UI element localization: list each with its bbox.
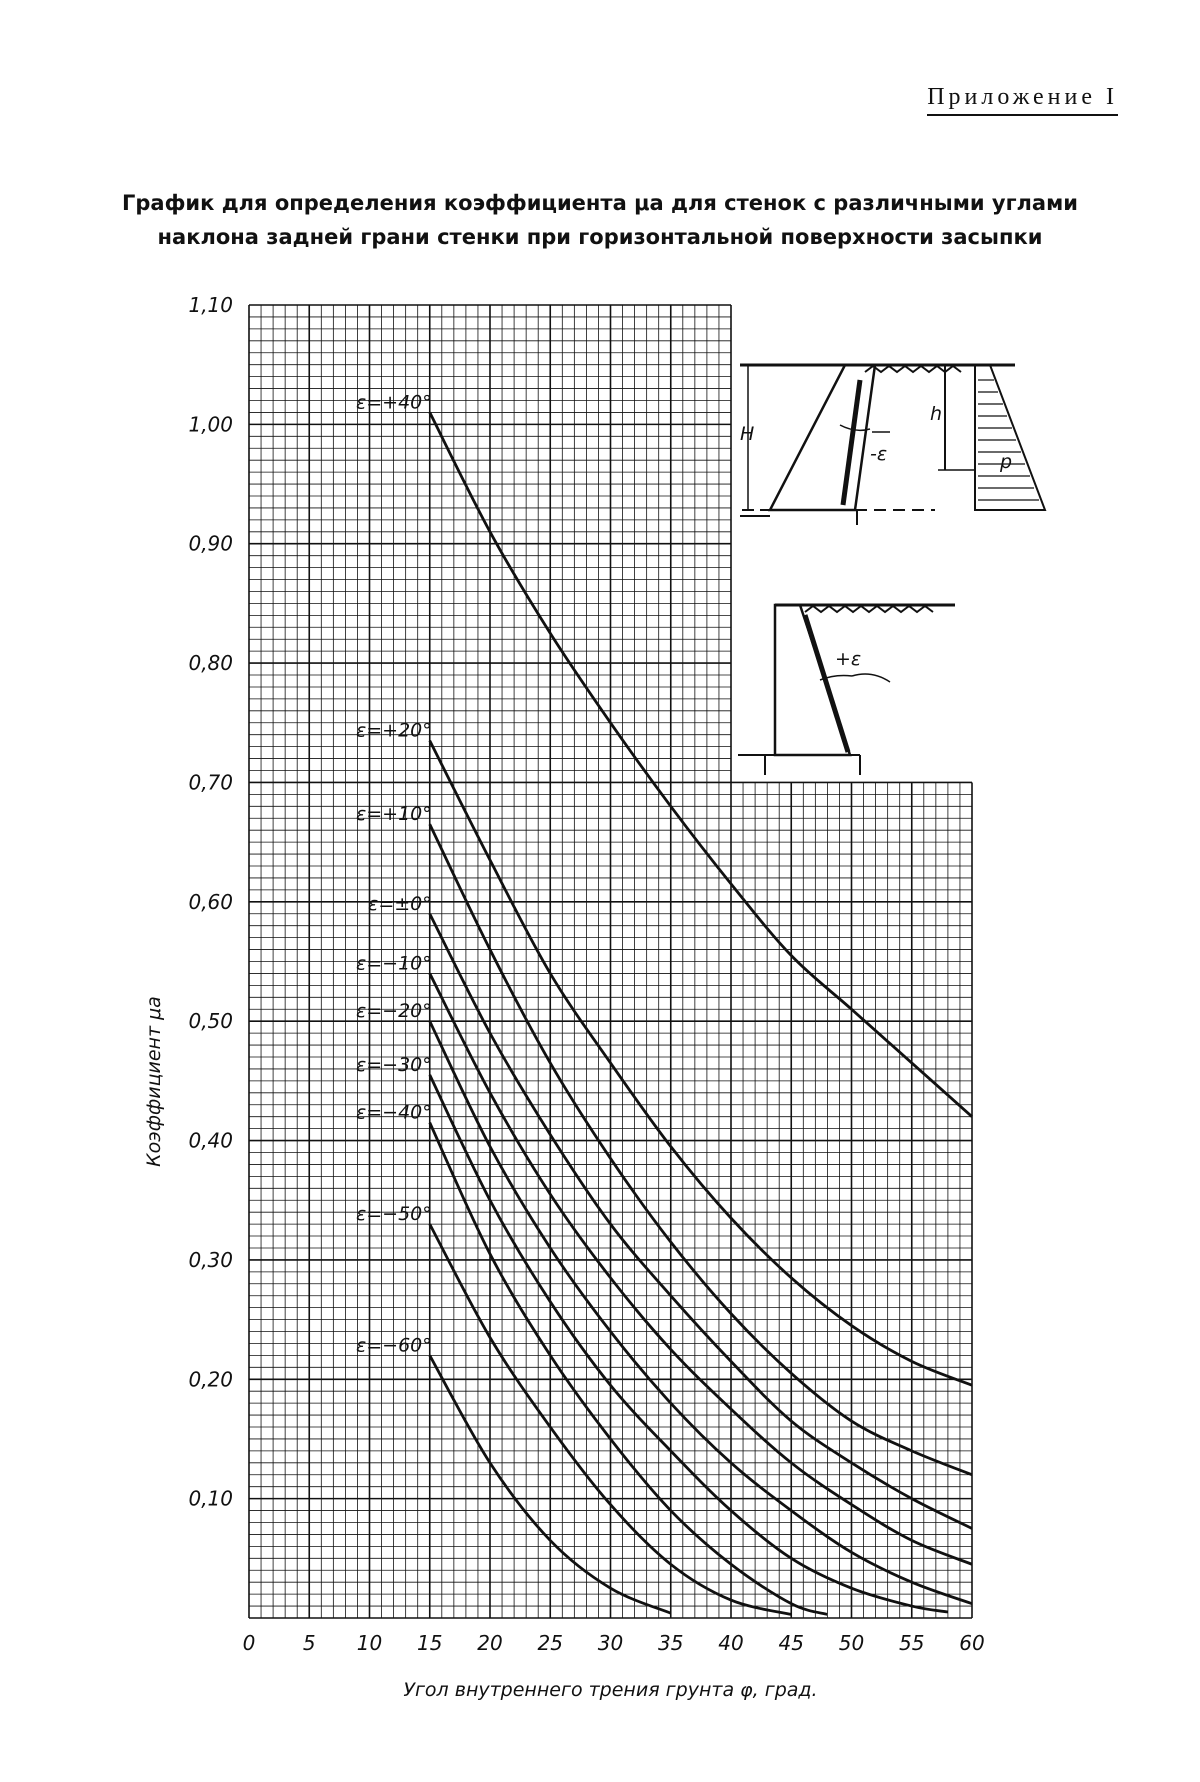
inset-wall-positive-eps [738, 605, 955, 775]
inset-label-h: h [930, 403, 942, 425]
series-label: ε=±0° [368, 893, 432, 915]
series-label: ε=−50° [356, 1203, 432, 1225]
series-label: ε=−20° [356, 1000, 432, 1022]
x-tick-labels: 0 5 10 15 20 25 30 35 40 45 50 55 60 [243, 1631, 985, 1655]
y-axis-title: Коэффициент μa [143, 996, 165, 1167]
x-tick-label: 10 [357, 1631, 382, 1655]
series-line [430, 412, 972, 1116]
inset-label-minus-eps: -ε [870, 443, 887, 465]
y-tick-labels: 0,10 0,20 0,30 0,40 0,50 0,60 0,70 0,80 0,90 1,00… [188, 293, 233, 1511]
y-tick-label: 0,50 [188, 1009, 233, 1033]
x-tick-label: 45 [779, 1631, 804, 1655]
x-tick-label: 35 [658, 1631, 683, 1655]
series-label: ε=−30° [356, 1054, 432, 1076]
y-tick-label: 0,60 [188, 890, 233, 914]
series-line [430, 741, 972, 1386]
x-tick-label: 50 [839, 1631, 864, 1655]
x-tick-label: 25 [538, 1631, 563, 1655]
y-tick-label: 0,40 [188, 1129, 233, 1153]
y-tick-label: 0,10 [188, 1487, 233, 1511]
x-tick-label: 55 [899, 1631, 924, 1655]
x-tick-label: 0 [243, 1631, 256, 1655]
series-label: ε=−10° [356, 952, 432, 974]
curves [430, 412, 972, 1614]
inset-label-H: H [740, 423, 754, 445]
series-line [430, 973, 972, 1564]
y-tick-label: 0,70 [188, 770, 233, 794]
y-tick-label: 0,30 [188, 1248, 233, 1272]
x-axis-title: Угол внутреннего трения грунта φ, град. [403, 1679, 817, 1701]
series-label: ε=−40° [356, 1102, 432, 1124]
series-label: ε=+10° [356, 803, 432, 825]
x-tick-label: 20 [477, 1631, 502, 1655]
series-label: ε=+40° [356, 391, 432, 413]
inset-wall-negative-eps [740, 365, 1045, 525]
y-tick-label: 1,00 [188, 412, 233, 436]
y-tick-label: 0,20 [188, 1367, 233, 1391]
x-tick-label: 5 [303, 1631, 316, 1655]
series-line [430, 824, 972, 1475]
x-tick-label: 15 [417, 1631, 442, 1655]
series-line [430, 1021, 972, 1603]
series-label: ε=−60° [356, 1334, 432, 1356]
y-tick-label: 0,80 [188, 651, 233, 675]
x-tick-label: 40 [718, 1631, 743, 1655]
y-tick-label: 0,90 [188, 532, 233, 556]
y-tick-label: 1,10 [188, 293, 233, 317]
inset-label-plus-eps: +ε [835, 648, 861, 670]
series-label: ε=+20° [356, 720, 432, 742]
x-tick-label: 60 [959, 1631, 984, 1655]
inset-label-p: p [999, 451, 1012, 473]
x-tick-label: 30 [598, 1631, 623, 1655]
